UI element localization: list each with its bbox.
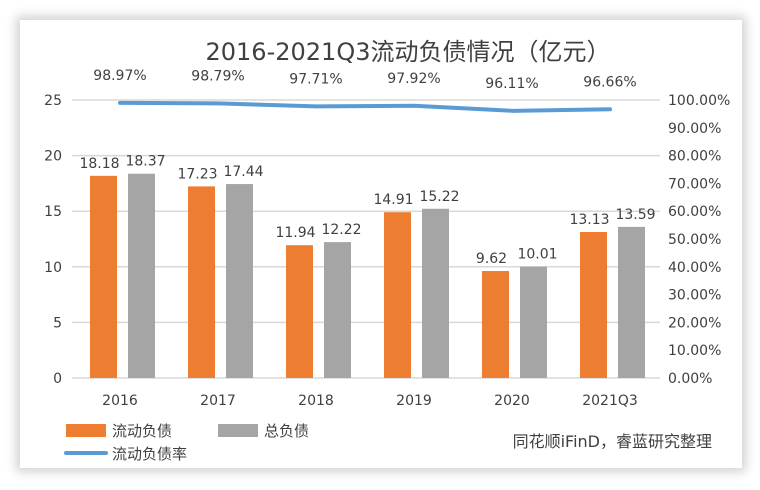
chart-title: 2016-2021Q3流动负债情况（亿元）	[206, 38, 611, 66]
x-tick-label: 2021Q3	[582, 393, 638, 409]
y-tick-label: 10	[44, 260, 62, 276]
y2-tick-label: 40.00%	[668, 260, 721, 276]
y-tick-label: 25	[44, 93, 62, 109]
current-liabilities-bar	[580, 231, 607, 378]
total-liabilities-bar	[324, 242, 351, 378]
bar-data-label: 18.37	[125, 154, 165, 170]
y2-tick-label: 100.00%	[668, 93, 730, 109]
bar-data-label: 15.22	[419, 189, 459, 205]
x-tick-label: 2020	[494, 393, 530, 409]
y2-tick-label: 10.00%	[668, 343, 721, 359]
y2-tick-label: 0.00%	[668, 371, 712, 387]
source-note: 同花顺iFinD，睿蓝研究整理	[513, 432, 712, 451]
bar-data-label: 12.22	[321, 222, 361, 238]
y2-tick-label: 90.00%	[668, 121, 721, 137]
y2-tick-label: 50.00%	[668, 232, 721, 248]
bar-data-label: 10.01	[517, 247, 557, 263]
bar-data-label: 13.59	[615, 207, 655, 223]
x-tick-label: 2018	[298, 393, 334, 409]
legend: 流动负债 总负债 流动负债率	[64, 422, 309, 463]
ratio-data-label: 98.97%	[93, 68, 146, 84]
y2-tick-label: 30.00%	[668, 288, 721, 304]
x-tick-label: 2017	[200, 393, 236, 409]
legend-label-ratio: 流动负债率	[112, 445, 187, 463]
legend-label-current-liabilities: 流动负债	[112, 422, 172, 440]
ratio-data-label: 98.79%	[191, 68, 244, 84]
y-tick-label: 0	[53, 371, 62, 387]
y2-tick-label: 70.00%	[668, 176, 721, 192]
legend-label-total-liabilities: 总负债	[264, 422, 309, 440]
ratio-data-label: 97.71%	[289, 71, 342, 87]
legend-swatch-current-liabilities	[66, 424, 106, 437]
bar-data-label: 11.94	[275, 225, 315, 241]
y-tick-label: 5	[53, 315, 62, 331]
bar-data-label: 17.23	[177, 166, 217, 182]
x-tick-label: 2016	[102, 393, 138, 409]
y2-tick-label: 80.00%	[668, 149, 721, 165]
current-liabilities-bar	[482, 271, 509, 378]
ratio-line	[118, 100, 612, 113]
bar-data-label: 13.13	[569, 212, 609, 228]
total-liabilities-bar	[422, 208, 449, 378]
bar-data-label: 9.62	[476, 251, 507, 267]
y2-tick-label: 60.00%	[668, 204, 721, 220]
total-liabilities-bar	[128, 173, 155, 378]
y-tick-label: 15	[44, 204, 62, 220]
y-tick-label: 20	[44, 149, 62, 165]
current-liabilities-bar	[90, 175, 117, 378]
ratio-data-label: 97.92%	[387, 71, 440, 87]
current-liabilities-bar	[384, 212, 411, 378]
total-liabilities-bar	[618, 226, 645, 378]
current-liabilities-bar	[286, 245, 313, 378]
ratio-data-label: 96.11%	[485, 76, 538, 92]
bar-data-label: 14.91	[373, 192, 413, 208]
y2-tick-label: 20.00%	[668, 315, 721, 331]
legend-swatch-total-liabilities	[218, 424, 258, 437]
total-liabilities-bar	[520, 266, 547, 378]
ratio-data-label: 96.66%	[583, 74, 636, 90]
total-liabilities-bar	[226, 184, 253, 378]
x-tick-label: 2019	[396, 393, 432, 409]
current-liabilities-bar	[188, 186, 215, 378]
bar-data-label: 17.44	[223, 164, 263, 180]
bar-data-label: 18.18	[79, 156, 119, 172]
